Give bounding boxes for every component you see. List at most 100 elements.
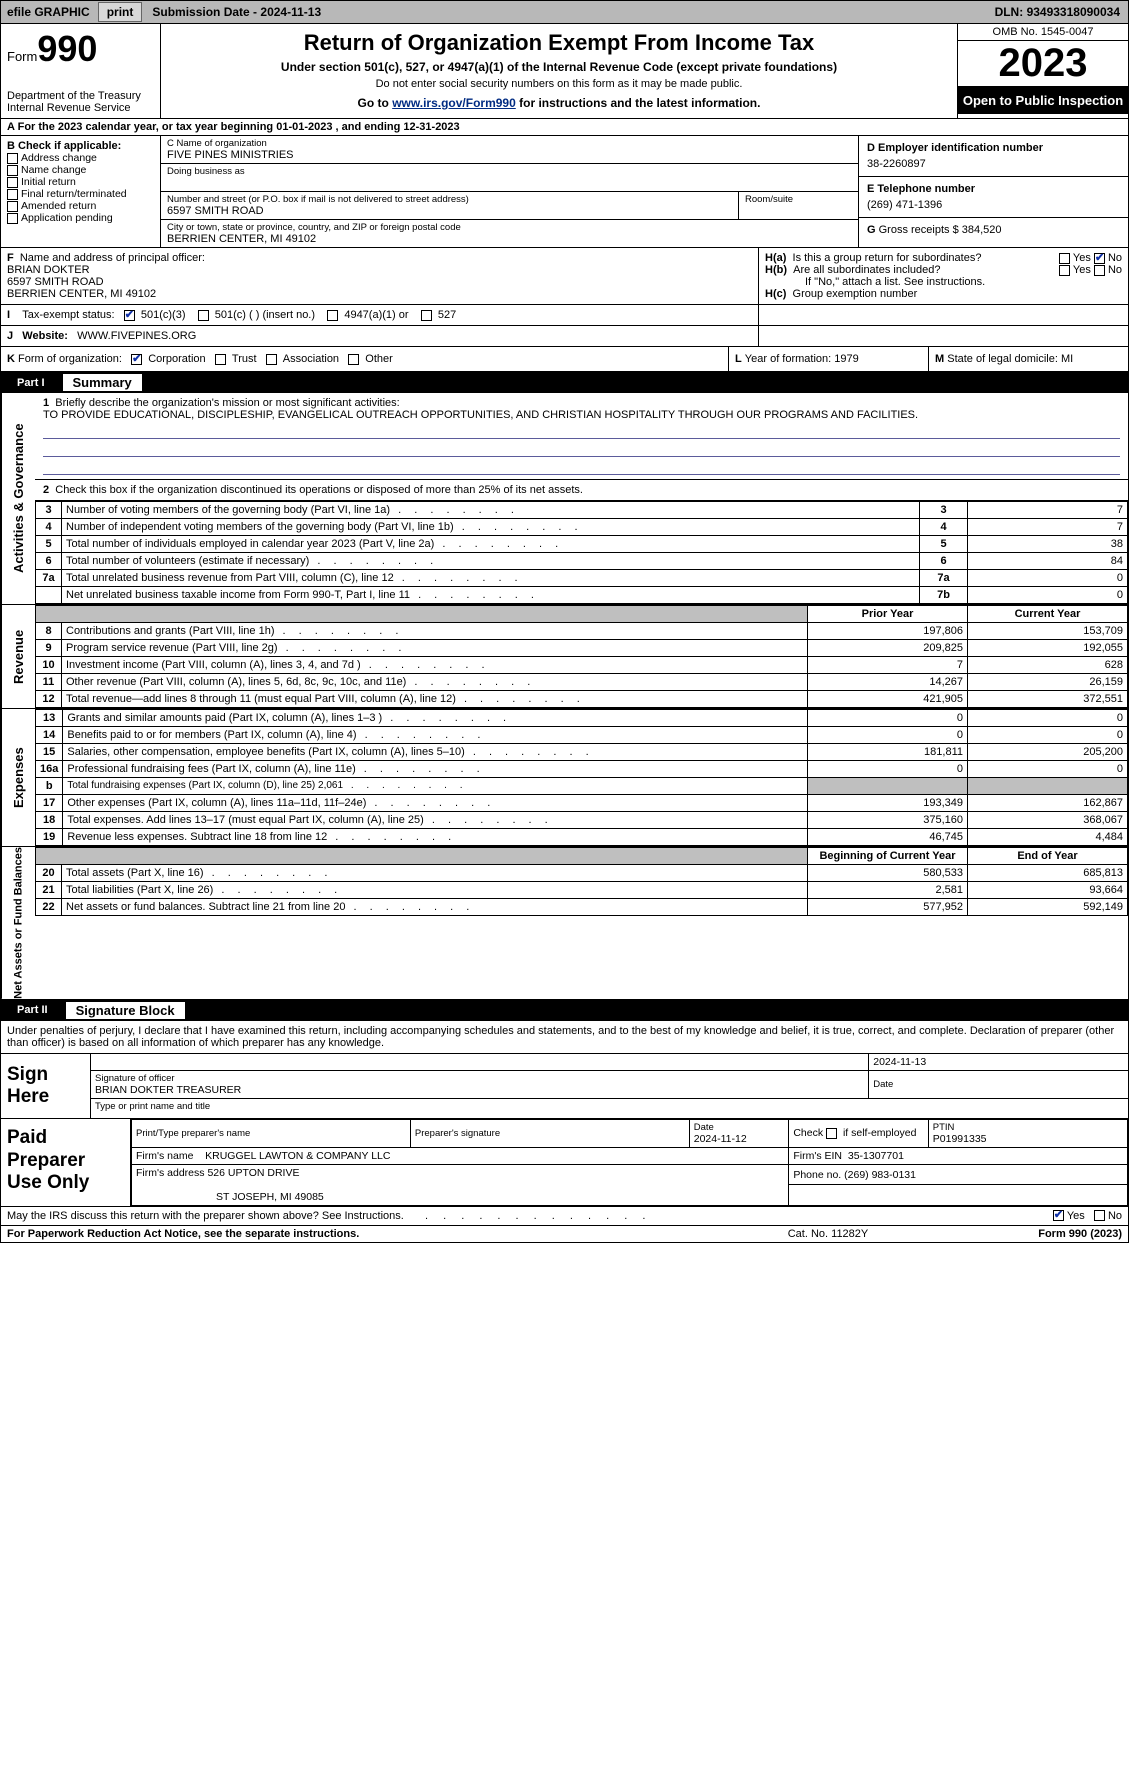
efile-label: efile GRAPHIC [1, 5, 96, 19]
box-h: H(a) Is this a group return for subordin… [758, 248, 1128, 305]
page-footer: For Paperwork Reduction Act Notice, see … [0, 1226, 1129, 1243]
chk-4947[interactable] [327, 310, 338, 321]
form-subtitle-1: Under section 501(c), 527, or 4947(a)(1)… [169, 60, 949, 74]
h-b: H(b) Are all subordinates included? Yes … [765, 264, 1122, 276]
chk-trust[interactable] [215, 354, 226, 365]
form-title: Return of Organization Exempt From Incom… [169, 30, 949, 56]
chk-association[interactable] [266, 354, 277, 365]
gross-receipts: 384,520 [962, 224, 1002, 236]
print-button[interactable]: print [98, 2, 143, 22]
box-e-phone: E Telephone number (269) 471-1396 [859, 177, 1128, 218]
chk-initial-return[interactable]: Initial return [7, 176, 154, 188]
table-row: 8 Contributions and grants (Part VIII, l… [36, 623, 1128, 640]
header-right: OMB No. 1545-0047 2023 Open to Public In… [958, 24, 1128, 118]
na-header-row: Beginning of Current Year End of Year [36, 848, 1128, 865]
chk-address-change[interactable]: Address change [7, 152, 154, 164]
ein-value: 38-2260897 [867, 158, 1120, 170]
box-f-officer: F Name and address of principal officer:… [1, 248, 758, 305]
signature-intro: Under penalties of perjury, I declare th… [0, 1021, 1129, 1054]
ha-no[interactable] [1094, 253, 1105, 264]
irs-link[interactable]: www.irs.gov/Form990 [392, 96, 516, 110]
row-j: J Website: WWW.FIVEPINES.ORG [0, 326, 1129, 347]
h-b-note: If "No," attach a list. See instructions… [765, 276, 1122, 288]
phone-value: (269) 471-1396 [867, 199, 1120, 211]
chk-527[interactable] [421, 310, 432, 321]
table-row: 15 Salaries, other compensation, employe… [36, 744, 1128, 761]
firm-name: KRUGGEL LAWTON & COMPANY LLC [205, 1150, 390, 1162]
line-1-mission: 1 Briefly describe the organization's mi… [35, 393, 1128, 480]
city-box: City or town, state or province, country… [161, 220, 858, 247]
mission-text: TO PROVIDE EDUCATIONAL, DISCIPLESHIP, EV… [43, 409, 918, 421]
section-revenue: Revenue Prior Year Current Year 8 Contri… [0, 605, 1129, 709]
table-row: 6 Total number of volunteers (estimate i… [36, 553, 1128, 570]
right-column-d-e-g: D Employer identification number 38-2260… [858, 136, 1128, 247]
discuss-yes[interactable] [1053, 1210, 1064, 1221]
chk-other[interactable] [348, 354, 359, 365]
hb-no[interactable] [1094, 265, 1105, 276]
dba-box: Doing business as [161, 164, 858, 192]
part-1-header: Part I Summary [0, 372, 1129, 393]
row-m-state: M State of legal domicile: MI [928, 347, 1128, 371]
chk-501c3[interactable] [124, 310, 135, 321]
box-c: C Name of organization FIVE PINES MINIST… [161, 136, 858, 247]
chk-501c[interactable] [198, 310, 209, 321]
form-subtitle-2: Do not enter social security numbers on … [169, 78, 949, 90]
website-value: WWW.FIVEPINES.ORG [77, 330, 196, 342]
paid-preparer-block: Paid Preparer Use Only Print/Type prepar… [0, 1119, 1129, 1207]
row-hc-continued [758, 305, 1128, 326]
footer-right: Form 990 (2023) [928, 1226, 1128, 1242]
hb-yes[interactable] [1059, 265, 1070, 276]
officer-signature: BRIAN DOKTER TREASURER [95, 1084, 864, 1096]
ha-yes[interactable] [1059, 253, 1070, 264]
expenses-table: 13 Grants and similar amounts paid (Part… [35, 709, 1128, 846]
box-d-ein: D Employer identification number 38-2260… [859, 136, 1128, 177]
row-a-tax-year: A For the 2023 calendar year, or tax yea… [0, 119, 1129, 136]
top-bar: efile GRAPHIC print Submission Date - 20… [0, 0, 1129, 24]
sign-here-label: Sign Here [1, 1054, 91, 1118]
officer-name: BRIAN DOKTER [7, 264, 90, 276]
part-2-header: Part II Signature Block [0, 1000, 1129, 1021]
table-row: 11 Other revenue (Part VIII, column (A),… [36, 674, 1128, 691]
sidetab-activities: Activities & Governance [1, 393, 35, 604]
chk-application-pending[interactable]: Application pending [7, 212, 154, 224]
table-row: 19 Revenue less expenses. Subtract line … [36, 829, 1128, 846]
table-row: 5 Total number of individuals employed i… [36, 536, 1128, 553]
table-row: 7a Total unrelated business revenue from… [36, 570, 1128, 587]
table-row: 3 Number of voting members of the govern… [36, 502, 1128, 519]
h-a: H(a) Is this a group return for subordin… [765, 252, 1122, 264]
box-g-gross: G Gross receipts $ 384,520 [859, 218, 1128, 242]
sidetab-revenue: Revenue [1, 605, 35, 708]
section-b-c-d: B Check if applicable: Address change Na… [0, 136, 1129, 248]
section-expenses: Expenses 13 Grants and similar amounts p… [0, 709, 1129, 847]
paid-preparer-label: Paid Preparer Use Only [1, 1119, 131, 1206]
table-row: 16a Professional fundraising fees (Part … [36, 761, 1128, 778]
revenue-table: Prior Year Current Year 8 Contributions … [35, 605, 1128, 708]
row-i-j: I Tax-exempt status: 501(c)(3) 501(c) ( … [0, 305, 1129, 326]
section-net-assets: Net Assets or Fund Balances Beginning of… [0, 847, 1129, 1000]
chk-name-change[interactable]: Name change [7, 164, 154, 176]
header-left: Form990 Department of the Treasury Inter… [1, 24, 161, 118]
chk-self-employed[interactable] [826, 1128, 837, 1139]
sidetab-expenses: Expenses [1, 709, 35, 846]
table-row: b Total fundraising expenses (Part IX, c… [36, 778, 1128, 795]
chk-corporation[interactable] [131, 354, 142, 365]
table-row: 13 Grants and similar amounts paid (Part… [36, 710, 1128, 727]
city-value: BERRIEN CENTER, MI 49102 [167, 233, 852, 245]
dln: DLN: 93493318090034 [995, 5, 1128, 19]
suite-box: Room/suite [738, 192, 858, 219]
omb-number: OMB No. 1545-0047 [958, 24, 1128, 41]
table-row: 12 Total revenue—add lines 8 through 11 … [36, 691, 1128, 708]
h-c: H(c) Group exemption number [765, 288, 1122, 300]
chk-final-return[interactable]: Final return/terminated [7, 188, 154, 200]
chk-amended-return[interactable]: Amended return [7, 200, 154, 212]
table-row: Net unrelated business taxable income fr… [36, 587, 1128, 604]
address-row: Number and street (or P.O. box if mail i… [161, 192, 858, 220]
open-public-inspection: Open to Public Inspection [958, 87, 1128, 114]
table-row: 9 Program service revenue (Part VIII, li… [36, 640, 1128, 657]
tax-year: 2023 [958, 41, 1128, 87]
row-k-form-org: K Form of organization: Corporation Trus… [1, 347, 728, 371]
ag-table: 3 Number of voting members of the govern… [35, 501, 1128, 604]
footer-mid: Cat. No. 11282Y [728, 1226, 928, 1242]
firm-phone: (269) 983-0131 [844, 1169, 916, 1181]
discuss-no[interactable] [1094, 1210, 1105, 1221]
